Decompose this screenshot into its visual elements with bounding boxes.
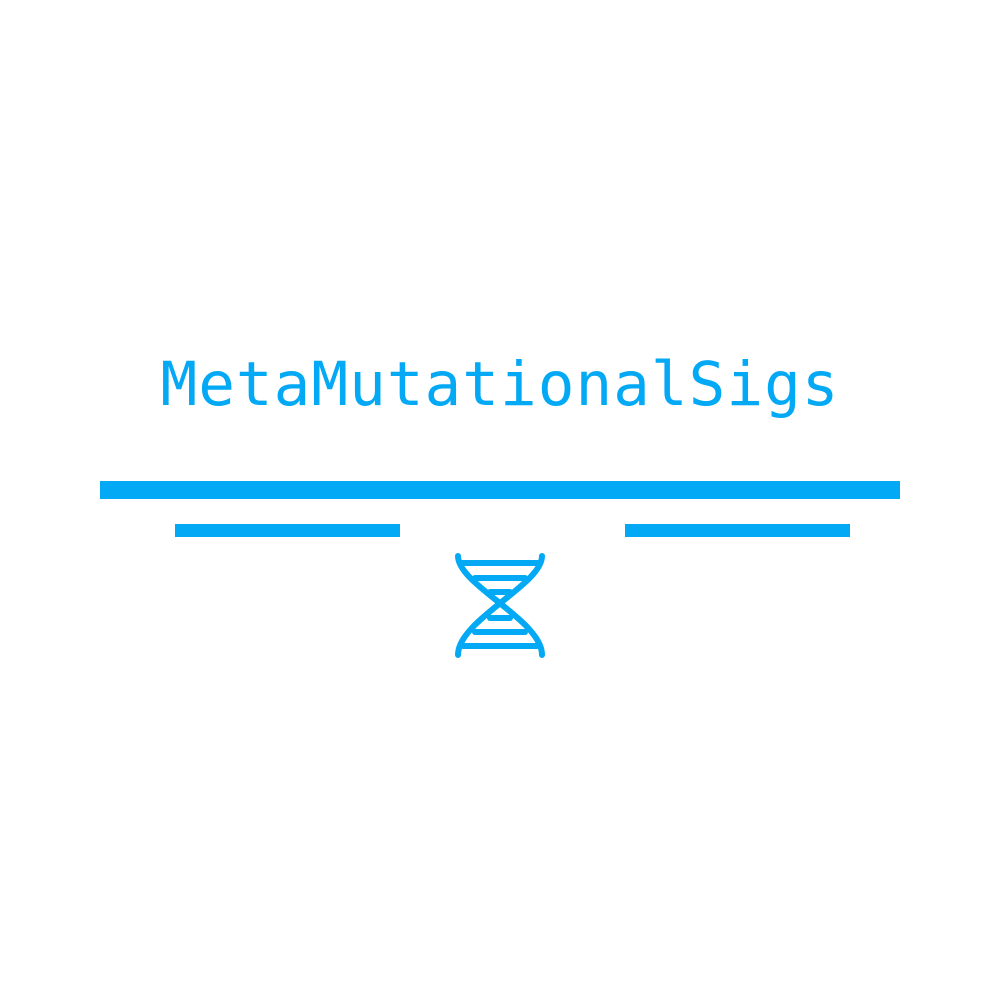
- divider-left: [175, 524, 400, 537]
- divider-main: [100, 481, 900, 499]
- dna-icon: [455, 553, 545, 658]
- logo-title: MetaMutationalSigs: [160, 349, 840, 420]
- divider-right: [625, 524, 850, 537]
